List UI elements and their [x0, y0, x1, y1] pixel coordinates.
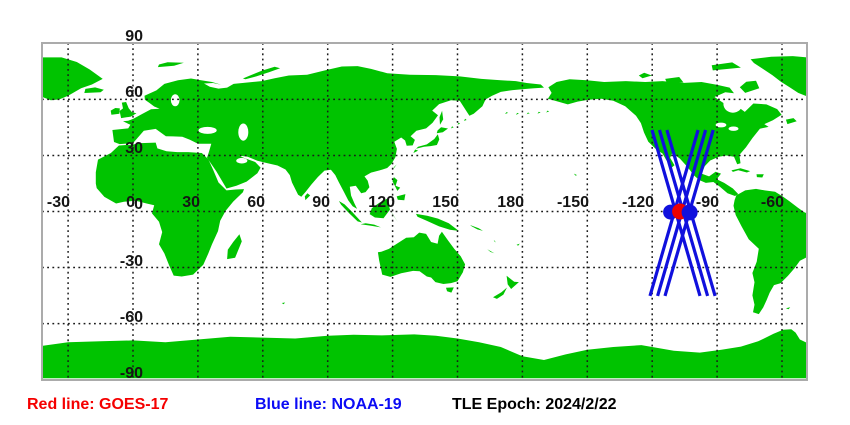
- land-polygon: [638, 72, 652, 79]
- land-polygon: [515, 112, 519, 115]
- land-polygon: [446, 287, 454, 293]
- lon-tick-label: 60: [247, 194, 265, 211]
- land-polygon: [665, 77, 684, 84]
- land-polygon: [711, 62, 741, 71]
- land-polygon: [119, 102, 137, 119]
- land-polygon: [493, 287, 507, 299]
- land-polygon: [470, 225, 483, 231]
- land-polygon: [457, 122, 461, 125]
- water-body: [236, 157, 248, 164]
- water-body: [728, 126, 739, 131]
- lat-tick-label: 30: [125, 140, 143, 157]
- legend-blue-line-noaa19: Blue line: NOAA-19: [255, 396, 402, 413]
- land-polygon: [95, 142, 244, 277]
- land-polygon: [42, 329, 807, 379]
- map-frame: [41, 42, 808, 381]
- water-body: [198, 126, 217, 134]
- land-polygon: [733, 188, 807, 315]
- legend-tle-epoch: TLE Epoch: 2024/2/22: [452, 396, 617, 413]
- land-polygon: [739, 80, 760, 93]
- water-body: [238, 123, 249, 141]
- lon-tick-label: 90: [312, 194, 330, 211]
- satellite-position-markers: [663, 203, 698, 221]
- lon-tick-label: -150: [556, 194, 589, 211]
- land-polygon: [84, 87, 104, 93]
- lakes-and-seas: [170, 94, 743, 164]
- land-polygon: [516, 243, 520, 246]
- land-polygon: [360, 223, 381, 228]
- land-polygon: [416, 134, 440, 149]
- land-polygon: [451, 126, 454, 129]
- land-polygon: [157, 62, 184, 68]
- land-polygon: [750, 56, 807, 97]
- land-polygon: [537, 111, 541, 114]
- land-polygon: [439, 110, 444, 125]
- lat-tick-label: 60: [125, 84, 143, 101]
- lon-tick-label: 150: [432, 194, 459, 211]
- land-polygon: [392, 164, 397, 170]
- land-polygon: [377, 231, 466, 284]
- land-polygon: [464, 118, 467, 121]
- land-polygon: [546, 110, 550, 113]
- land-polygon: [416, 213, 459, 231]
- land-polygon: [281, 302, 286, 305]
- lon-tick-label: 0: [126, 194, 135, 211]
- lat-tick-label: -30: [119, 253, 143, 270]
- land-polygon: [369, 198, 390, 219]
- land-polygon: [487, 249, 495, 254]
- lat-tick-label: 90: [125, 28, 143, 45]
- water-body: [723, 95, 743, 113]
- land-polygon: [390, 210, 398, 222]
- land-polygon: [392, 177, 401, 191]
- lat-tick-label: 0: [134, 196, 143, 213]
- land-polygon: [227, 234, 242, 260]
- land-polygon: [785, 118, 797, 125]
- lon-tick-label: -30: [46, 194, 70, 211]
- land-polygon: [304, 193, 311, 201]
- lon-tick-label: 180: [497, 194, 524, 211]
- land-polygon: [436, 127, 448, 134]
- land-polygon: [42, 57, 103, 101]
- water-body: [170, 94, 180, 107]
- land-polygon: [396, 194, 406, 201]
- lon-tick-label: -90: [695, 194, 719, 211]
- land-polygon: [547, 79, 782, 196]
- lat-tick-label: -90: [119, 365, 143, 382]
- land-polygon: [785, 307, 791, 310]
- land-polygon: [506, 275, 519, 289]
- graticule-grid: [42, 43, 807, 380]
- lon-tick-label: -60: [760, 194, 784, 211]
- legend-red-line-goes17: Red line: GOES-17: [27, 396, 169, 413]
- land-polygon: [110, 108, 120, 115]
- noaa19-marker-dot: [681, 204, 698, 221]
- lon-tick-label: 120: [368, 194, 395, 211]
- land-polygon: [242, 66, 281, 80]
- lat-tick-label: -60: [119, 309, 143, 326]
- land-polygon: [493, 239, 496, 243]
- land-polygon: [526, 112, 530, 115]
- water-body: [715, 122, 727, 128]
- lon-tick-label: -120: [621, 194, 654, 211]
- land-polygon: [731, 168, 751, 173]
- lon-tick-label: 30: [182, 194, 200, 211]
- land-polygon: [756, 174, 764, 178]
- land-polygon: [505, 112, 509, 114]
- land-polygon: [573, 173, 578, 176]
- land-polygon: [413, 149, 419, 153]
